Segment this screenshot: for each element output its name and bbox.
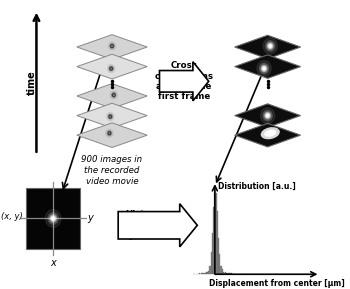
FancyBboxPatch shape [217, 211, 218, 274]
FancyBboxPatch shape [202, 273, 203, 274]
FancyBboxPatch shape [214, 191, 216, 274]
Polygon shape [77, 123, 147, 147]
Circle shape [267, 42, 273, 49]
FancyBboxPatch shape [207, 272, 208, 274]
Circle shape [112, 92, 116, 97]
Polygon shape [234, 123, 301, 147]
Ellipse shape [264, 130, 276, 137]
FancyBboxPatch shape [212, 233, 213, 274]
FancyBboxPatch shape [223, 272, 224, 274]
Circle shape [263, 38, 277, 54]
Polygon shape [234, 104, 301, 127]
FancyBboxPatch shape [231, 273, 232, 274]
Circle shape [52, 218, 54, 219]
Circle shape [267, 114, 268, 117]
Circle shape [108, 42, 116, 50]
Circle shape [50, 214, 57, 222]
Circle shape [112, 93, 115, 97]
FancyBboxPatch shape [225, 272, 226, 274]
Polygon shape [77, 54, 147, 79]
Circle shape [269, 45, 271, 47]
FancyBboxPatch shape [206, 272, 207, 274]
Text: Displacement from center [μm]: Displacement from center [μm] [209, 279, 344, 288]
Circle shape [110, 44, 114, 49]
Polygon shape [234, 35, 301, 59]
Circle shape [268, 44, 272, 48]
Circle shape [259, 63, 269, 74]
Polygon shape [77, 35, 147, 59]
Circle shape [107, 131, 112, 136]
FancyBboxPatch shape [201, 273, 202, 274]
FancyBboxPatch shape [216, 193, 217, 274]
Polygon shape [77, 103, 147, 128]
FancyBboxPatch shape [205, 273, 206, 274]
FancyBboxPatch shape [198, 273, 200, 274]
FancyBboxPatch shape [219, 254, 220, 274]
Circle shape [265, 112, 271, 119]
Circle shape [110, 68, 112, 69]
Circle shape [260, 108, 275, 123]
Text: Distribution [a.u.]: Distribution [a.u.] [217, 182, 295, 191]
Circle shape [110, 67, 113, 70]
FancyBboxPatch shape [222, 269, 223, 274]
Circle shape [266, 113, 270, 118]
FancyBboxPatch shape [230, 273, 231, 274]
Circle shape [111, 68, 112, 69]
FancyBboxPatch shape [213, 207, 214, 274]
Text: x: x [50, 257, 56, 268]
Circle shape [109, 66, 113, 71]
Text: Histogram
of the
positions: Histogram of the positions [125, 210, 176, 240]
Circle shape [106, 112, 114, 121]
Circle shape [111, 45, 113, 48]
Text: Cross
correlations
against the
first frame: Cross correlations against the first fra… [155, 61, 214, 101]
Text: y: y [88, 214, 93, 223]
Polygon shape [77, 84, 147, 108]
FancyBboxPatch shape [203, 273, 205, 274]
Circle shape [261, 65, 267, 72]
FancyBboxPatch shape [209, 266, 211, 274]
Circle shape [108, 131, 111, 135]
FancyBboxPatch shape [208, 271, 209, 274]
Ellipse shape [261, 127, 280, 139]
Circle shape [45, 210, 61, 227]
FancyBboxPatch shape [224, 273, 225, 274]
Text: (x, y): (x, y) [1, 212, 22, 221]
Circle shape [108, 132, 110, 134]
FancyBboxPatch shape [26, 188, 80, 249]
FancyBboxPatch shape [226, 273, 228, 274]
FancyBboxPatch shape [218, 238, 219, 274]
Circle shape [52, 217, 54, 220]
Circle shape [106, 129, 113, 137]
FancyBboxPatch shape [229, 273, 230, 274]
Circle shape [264, 68, 265, 69]
Circle shape [48, 212, 58, 224]
Circle shape [257, 61, 271, 77]
Circle shape [51, 216, 55, 221]
Text: time: time [27, 70, 37, 95]
Polygon shape [118, 204, 197, 247]
Circle shape [108, 114, 112, 119]
Circle shape [113, 94, 114, 96]
FancyBboxPatch shape [228, 273, 229, 274]
Circle shape [110, 91, 118, 99]
FancyBboxPatch shape [220, 266, 222, 274]
Polygon shape [160, 62, 209, 101]
Circle shape [109, 115, 112, 118]
Circle shape [270, 45, 271, 47]
Circle shape [263, 68, 265, 70]
Text: 900 images in
the recorded
video movie: 900 images in the recorded video movie [82, 155, 142, 186]
Circle shape [266, 41, 275, 51]
Circle shape [111, 45, 113, 47]
FancyBboxPatch shape [211, 253, 212, 274]
Circle shape [263, 110, 272, 121]
Circle shape [267, 115, 268, 116]
Circle shape [107, 64, 115, 73]
Circle shape [262, 66, 266, 71]
Circle shape [109, 133, 110, 134]
Circle shape [110, 116, 111, 117]
Polygon shape [234, 55, 301, 78]
Circle shape [110, 116, 111, 117]
